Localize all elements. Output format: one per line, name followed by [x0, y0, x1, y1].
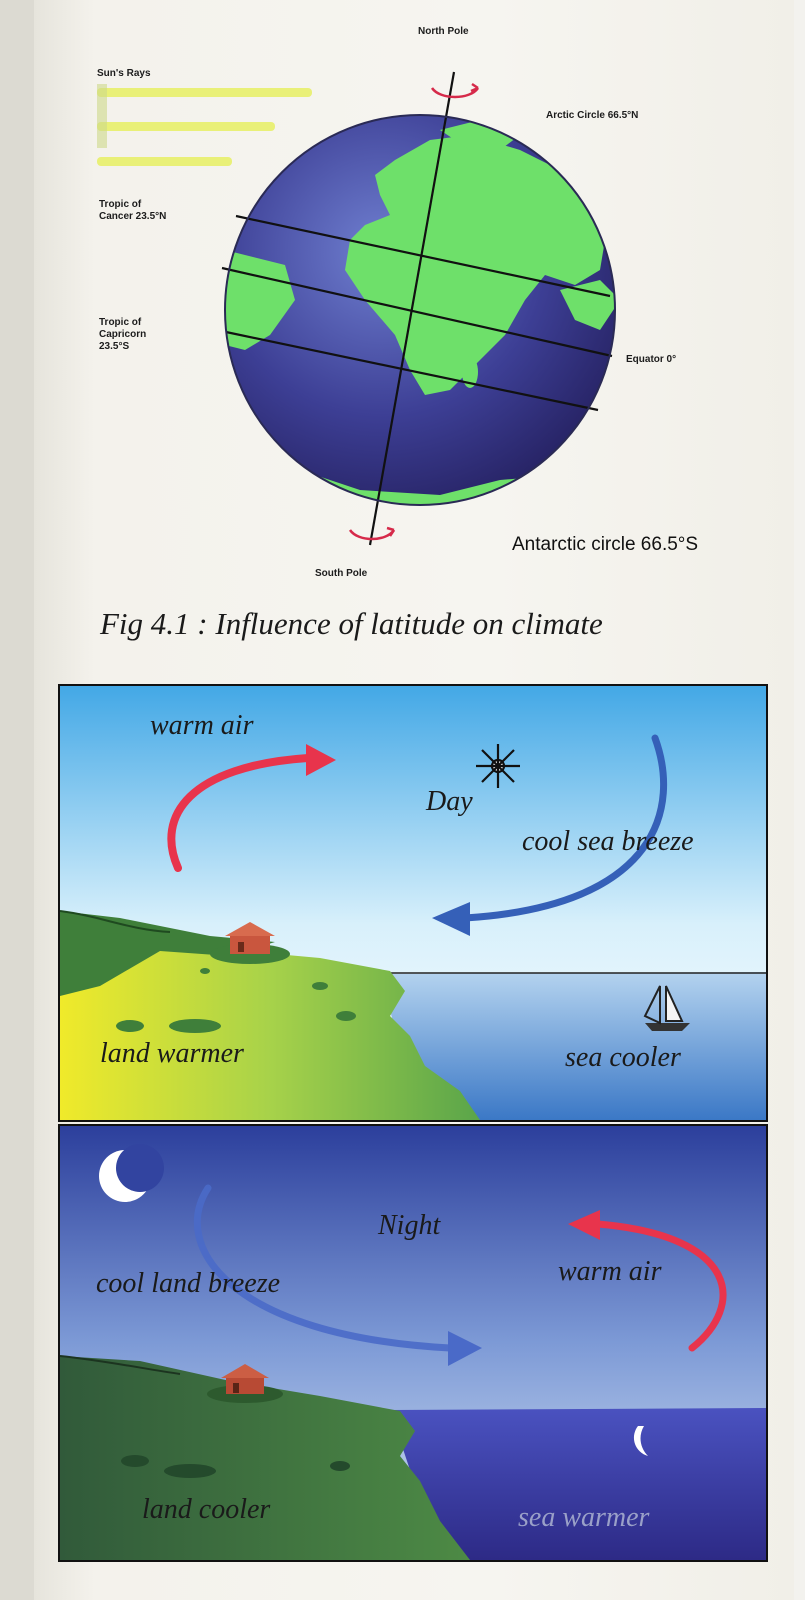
page-right-edge	[794, 0, 805, 1600]
tropic-capricorn-label: Tropic of Capricorn 23.5°S	[99, 317, 147, 352]
antarctic-circle-label: Antarctic circle 66.5°S	[512, 534, 699, 555]
sea-breeze-arrow	[432, 734, 668, 936]
moon-icon	[99, 1144, 164, 1202]
warm-air-arrow	[167, 744, 336, 872]
page-shadow	[0, 0, 34, 1600]
land-cooler-label: land cooler	[142, 1494, 271, 1525]
house-icon	[210, 922, 290, 964]
day-panel: warm air Day cool sea breeze land warmer…	[58, 684, 768, 1122]
south-pole-label: South Pole	[315, 568, 368, 579]
cool-land-breeze-label: cool land breeze	[96, 1268, 281, 1299]
sun-rays	[97, 84, 312, 166]
sea-warmer-label: sea warmer	[518, 1502, 650, 1533]
land-warmer-label: land warmer	[100, 1038, 244, 1069]
boat-icon	[633, 1426, 648, 1456]
night-panel: Night cool land breeze warm air land coo…	[58, 1124, 768, 1562]
sun-rays-label: Sun's Rays	[97, 68, 151, 79]
house-icon-night	[207, 1364, 283, 1403]
north-pole-label: North Pole	[418, 26, 469, 37]
night-label: Night	[378, 1210, 441, 1241]
equator-label: Equator 0°	[626, 354, 677, 365]
arctic-circle-label: Arctic Circle 66.5°N	[546, 110, 639, 121]
day-warm-air-label: warm air	[150, 710, 254, 741]
land-breeze-arrow	[193, 1184, 482, 1366]
figure-caption: Fig 4.1 : Influence of latitude on clima…	[100, 606, 603, 641]
cool-sea-breeze-label: cool sea breeze	[522, 826, 694, 857]
night-warm-air-arrow	[568, 1210, 727, 1352]
globe	[221, 71, 616, 546]
sun-icon	[476, 744, 520, 788]
sailboat-icon	[643, 985, 690, 1031]
tropic-cancer-label: Tropic of Cancer 23.5°N	[99, 199, 167, 222]
day-label: Day	[426, 786, 473, 817]
night-warm-air-label: warm air	[558, 1256, 662, 1287]
sea-cooler-label: sea cooler	[565, 1042, 681, 1073]
